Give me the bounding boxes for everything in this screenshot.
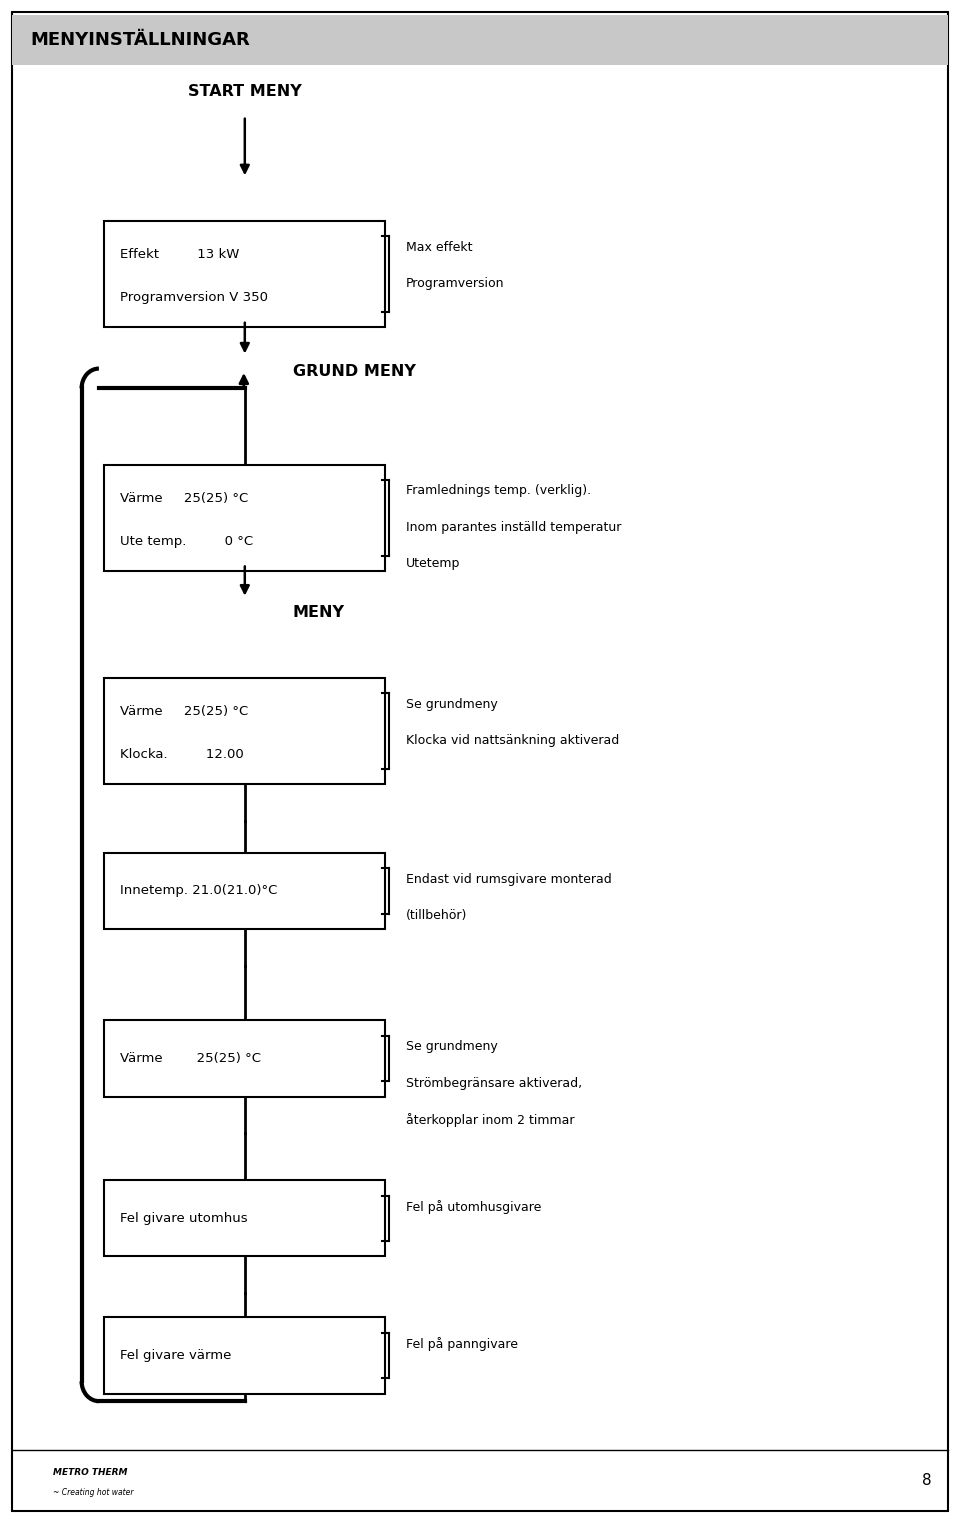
FancyBboxPatch shape [105, 853, 385, 929]
Text: Endast vid rumsgivare monterad: Endast vid rumsgivare monterad [406, 873, 612, 886]
Text: ~ Creating hot water: ~ Creating hot water [53, 1488, 133, 1497]
Text: START MENY: START MENY [188, 84, 301, 99]
Text: återkopplar inom 2 timmar: återkopplar inom 2 timmar [406, 1113, 575, 1127]
Text: Värme        25(25) °C: Värme 25(25) °C [120, 1052, 260, 1065]
Text: Fel givare värme: Fel givare värme [120, 1349, 231, 1362]
Text: 8: 8 [922, 1473, 931, 1488]
Text: MENYINSTÄLLNINGAR: MENYINSTÄLLNINGAR [31, 32, 251, 49]
FancyBboxPatch shape [105, 221, 385, 327]
Text: Fel givare utomhus: Fel givare utomhus [120, 1212, 247, 1224]
Text: Klocka.         12.00: Klocka. 12.00 [120, 748, 243, 762]
Text: MENY: MENY [293, 605, 345, 620]
Text: (tillbehör): (tillbehör) [406, 909, 468, 923]
Text: Fel på panngivare: Fel på panngivare [406, 1337, 518, 1351]
Text: Strömbegränsare aktiverad,: Strömbegränsare aktiverad, [406, 1077, 582, 1090]
FancyBboxPatch shape [105, 1180, 385, 1256]
Text: Framlednings temp. (verklig).: Framlednings temp. (verklig). [406, 484, 591, 498]
Text: Se grundmeny: Se grundmeny [406, 1040, 498, 1054]
Text: Värme     25(25) °C: Värme 25(25) °C [120, 492, 248, 506]
Text: Programversion: Programversion [406, 277, 505, 291]
FancyBboxPatch shape [105, 1020, 385, 1097]
Text: Innetemp. 21.0(21.0)°C: Innetemp. 21.0(21.0)°C [120, 885, 276, 897]
FancyBboxPatch shape [12, 15, 948, 65]
FancyBboxPatch shape [105, 678, 385, 784]
Text: Klocka vid nattsänkning aktiverad: Klocka vid nattsänkning aktiverad [406, 734, 619, 748]
Text: GRUND MENY: GRUND MENY [293, 364, 416, 379]
Text: METRO THERM: METRO THERM [53, 1468, 128, 1477]
Text: Inom parantes inställd temperatur: Inom parantes inställd temperatur [406, 521, 621, 535]
Text: Max effekt: Max effekt [406, 241, 472, 254]
Text: Se grundmeny: Se grundmeny [406, 698, 498, 711]
Text: Fel på utomhusgivare: Fel på utomhusgivare [406, 1200, 541, 1214]
FancyBboxPatch shape [105, 1317, 385, 1394]
Text: Värme     25(25) °C: Värme 25(25) °C [120, 705, 248, 719]
FancyBboxPatch shape [105, 465, 385, 571]
Text: Utetemp: Utetemp [406, 557, 461, 571]
Text: Effekt         13 kW: Effekt 13 kW [120, 248, 239, 262]
Text: Programversion V 350: Programversion V 350 [120, 291, 268, 305]
Text: Ute temp.         0 °C: Ute temp. 0 °C [120, 535, 252, 548]
